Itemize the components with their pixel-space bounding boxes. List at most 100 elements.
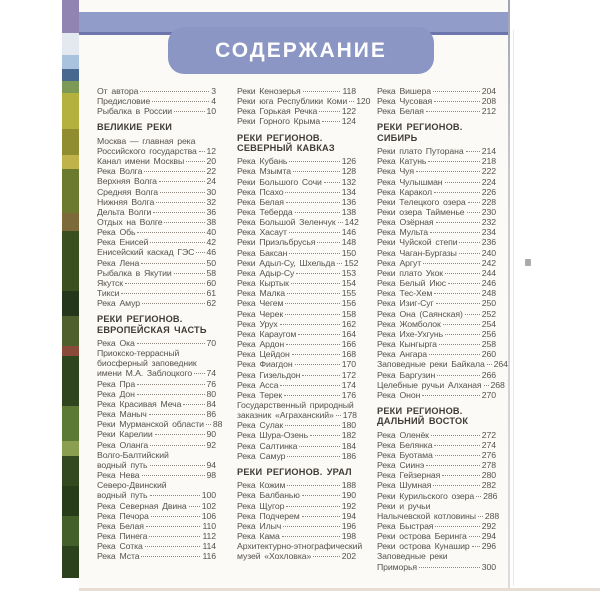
toc-entry: Заповедные реки Байкала 264 xyxy=(377,359,508,370)
dot-leader xyxy=(154,434,205,436)
page-number: 4 xyxy=(211,96,216,107)
toc-entry: Река Белая 212 xyxy=(377,106,496,116)
page-number: 202 xyxy=(341,551,356,562)
toc-entry-label: Река Пинега xyxy=(97,530,148,541)
dot-leader xyxy=(142,303,205,305)
page-number: 300 xyxy=(481,561,496,572)
page-number: 158 xyxy=(341,308,356,319)
toc-entry: Река Кынгырга 258 xyxy=(377,339,496,349)
toc-entry-label: Реки Горного Крыма xyxy=(237,116,321,127)
toc-entry-label: Реки озера Тайменье xyxy=(377,207,465,217)
toc-entry-label: Реки Чуйской степи xyxy=(377,237,458,248)
page-number: 32 xyxy=(206,196,217,207)
dot-leader xyxy=(302,91,341,92)
page-number: 116 xyxy=(202,551,216,562)
dot-leader xyxy=(194,373,205,375)
dot-leader xyxy=(317,242,340,244)
toc-entry-label: Река Амур xyxy=(97,298,141,309)
fore-edge-segment xyxy=(62,516,79,546)
toc-entry-label: Канал имени Москвы xyxy=(97,156,185,167)
dot-leader xyxy=(483,384,489,386)
page-number: 24 xyxy=(206,176,217,187)
toc-entry: Река Кыртык 154 xyxy=(237,278,356,288)
dot-leader xyxy=(310,435,340,437)
toc-entry-label: Река Сотка xyxy=(97,541,143,552)
toc-entry: Река Чулышман 224 xyxy=(377,177,496,187)
dot-leader xyxy=(285,425,340,427)
dot-leader xyxy=(287,485,340,487)
toc-entry-label: Реки острова Беринга xyxy=(377,531,467,542)
page-number: 102 xyxy=(201,500,216,511)
dot-leader xyxy=(428,354,480,356)
page-number: 286 xyxy=(483,490,498,501)
dot-leader xyxy=(294,212,340,213)
dot-leader xyxy=(477,515,483,517)
toc-entry-label: Река Горькая Речка xyxy=(237,106,318,117)
page-number: 94 xyxy=(206,459,217,470)
toc-entry-label: Северо-Двинский xyxy=(97,480,167,491)
dot-leader xyxy=(298,333,340,335)
page-number: 134 xyxy=(341,186,356,197)
page-number: 124 xyxy=(341,116,356,127)
page-number: 100 xyxy=(201,490,216,501)
toc-entry: Река Изиг-Суг 250 xyxy=(377,298,496,308)
page-number: 60 xyxy=(206,277,217,288)
page-number: 36 xyxy=(206,206,217,217)
toc-entry-label: Тикси xyxy=(97,288,120,299)
toc-entry-label: Река Кама xyxy=(237,530,280,541)
toc-entry-label: Река Черек xyxy=(237,308,284,319)
toc-entry: Заповедные реки Приморья 300 xyxy=(377,551,496,571)
toc-entry-label: музей «Хохловка» xyxy=(237,551,312,562)
page-number: 153 xyxy=(341,267,356,278)
toc-entry: Река Белая 110 xyxy=(97,521,216,531)
toc-entry-label: Река Урух xyxy=(237,318,278,329)
toc-entry-label: водный путь xyxy=(97,490,148,501)
toc-entry: Река Мста 116 xyxy=(97,551,216,561)
toc-entry-label: Енисейский каскад ГЭС xyxy=(97,247,195,258)
toc-entry-label: Заповедные реки Байкала xyxy=(377,359,485,370)
toc-entry-label: Река Чулышман xyxy=(377,176,443,187)
toc-entry: Река Черек 158 xyxy=(237,309,356,319)
toc-entry: Реки Большого Сочи 132 xyxy=(237,177,356,187)
toc-entry: Река Енисей 42 xyxy=(97,237,216,247)
dot-leader xyxy=(284,394,340,396)
dot-leader xyxy=(121,293,205,295)
toc-section-heading: РЕКИ РЕГИОНОВ. СИБИРЬ xyxy=(377,122,463,143)
toc-entry: Предисловие 4 xyxy=(97,96,216,106)
contents-page: СОДЕРЖАНИЕ От автора 3 Предисловие 4 Рыбалка… xyxy=(79,0,509,591)
dot-leader xyxy=(444,181,480,183)
toc-entry-label: Рыбалка в Якутии xyxy=(97,267,172,278)
page-number: 136 xyxy=(341,196,356,207)
dot-leader xyxy=(323,181,340,183)
dot-leader xyxy=(296,272,340,274)
fore-edge-segment xyxy=(62,356,79,406)
toc-entry: Река Обь 40 xyxy=(97,227,216,237)
page-bottom-edge xyxy=(79,588,600,591)
page-number: 232 xyxy=(481,217,496,228)
dot-leader xyxy=(174,111,205,113)
toc-entry-label: Река Тес-Хем xyxy=(377,288,433,299)
dot-leader xyxy=(164,222,205,224)
fore-edge-segment xyxy=(62,213,79,231)
fore-edge-segment xyxy=(62,129,79,155)
dot-leader xyxy=(149,495,200,497)
toc-entry: Енисейский каскад ГЭС 46 xyxy=(97,247,216,257)
toc-entry-label: Река Она (Саянская) xyxy=(377,308,463,319)
toc-entry-label: Река Белый Июс xyxy=(377,278,447,289)
page-number: 196 xyxy=(341,520,356,531)
dot-leader xyxy=(144,171,205,173)
toc-entry-label: Налычевской котловины xyxy=(377,510,476,521)
page-number: 126 xyxy=(341,156,356,167)
toc-entry-label: Река Северная Двина xyxy=(97,500,187,511)
toc-entry: Река Ардон 166 xyxy=(237,339,356,349)
page-number: 46 xyxy=(206,247,217,258)
page-number: 92 xyxy=(206,439,217,450)
page-number: 12 xyxy=(206,145,217,156)
page-number: 274 xyxy=(481,439,496,450)
dot-leader xyxy=(335,415,341,417)
toc-entry-label: Целебные ручьи Алханая xyxy=(377,379,482,390)
dot-leader xyxy=(445,272,480,274)
toc-entry-label: Якутск xyxy=(97,277,123,288)
toc-entry-label: водный путь xyxy=(97,459,148,470)
toc-entry: Река Чаган-Бургазы 240 xyxy=(377,248,496,258)
